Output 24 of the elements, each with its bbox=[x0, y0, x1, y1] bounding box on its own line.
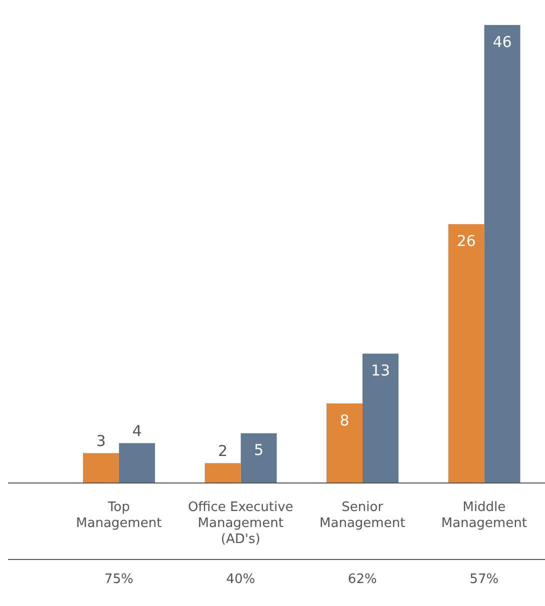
bar bbox=[362, 354, 398, 483]
text: 75% bbox=[103, 572, 134, 587]
text: 57% bbox=[468, 572, 500, 587]
data-label: 3 bbox=[96, 432, 106, 450]
bar bbox=[448, 224, 484, 483]
bar bbox=[204, 463, 241, 483]
bar bbox=[119, 443, 155, 483]
bar bbox=[83, 453, 119, 483]
data-label: 2 bbox=[218, 442, 228, 460]
data-label: 4 bbox=[132, 422, 142, 440]
x-tick-label: Top Management bbox=[76, 500, 162, 531]
x-tick-label: Middle Management bbox=[441, 500, 527, 531]
text: 62% bbox=[346, 572, 378, 587]
text: 40% bbox=[225, 572, 256, 587]
bar bbox=[326, 403, 362, 483]
data-label: 46 bbox=[492, 33, 512, 51]
bar bbox=[484, 25, 520, 483]
x-tick-label: Senior Management bbox=[320, 500, 406, 531]
data-label: 26 bbox=[456, 232, 476, 250]
data-label: 13 bbox=[370, 362, 390, 380]
x-tick-label: Office Executive Management (AD's) bbox=[188, 500, 294, 547]
data-label: 8 bbox=[340, 411, 350, 430]
data-label: 5 bbox=[254, 441, 264, 460]
bar bbox=[240, 433, 277, 483]
